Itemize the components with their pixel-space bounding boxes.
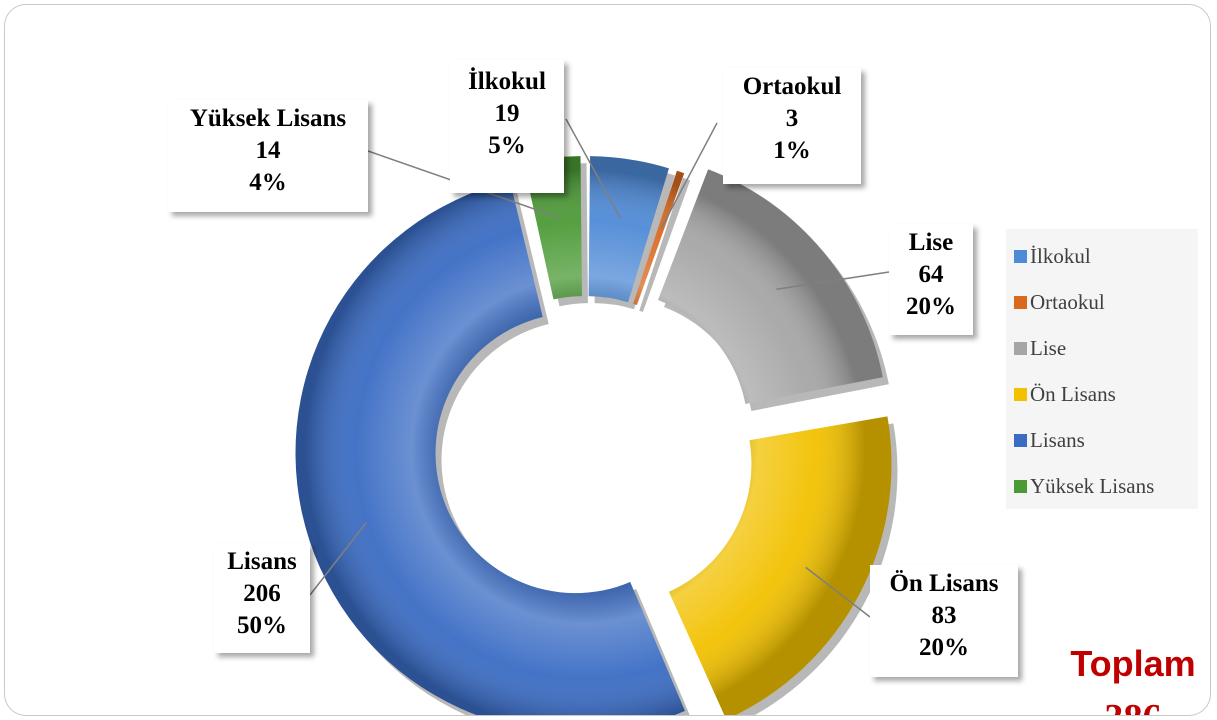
data-label-yuksek-lisans-name: Yüksek Lisans	[189, 105, 347, 132]
slice-shade-on-lisans	[668, 416, 892, 715]
legend-label-ilkokul: İlkokul	[1030, 243, 1091, 268]
slice-shadow-ortaokul	[639, 177, 691, 313]
legend-label-lisans: Lisans	[1030, 427, 1085, 452]
legend-swatch-lise	[1014, 341, 1027, 355]
data-label-lisans-name: Lisans	[227, 548, 297, 575]
leader-line-on-lisans	[805, 566, 871, 618]
data-label-ortaokul-percent: 1%	[773, 137, 811, 164]
leader-line-lisans	[309, 521, 368, 596]
leader-line-ortaokul	[660, 122, 718, 230]
legend-item-yuksek-lisans: Yüksek Lisans	[1014, 463, 1198, 509]
data-label-on-lisans: Ön Lisans 83 20%	[870, 565, 1018, 677]
legend-swatch-ortaokul	[1014, 295, 1027, 309]
data-label-lise: Lise 64 20%	[889, 224, 973, 335]
data-label-ilkokul-percent: 5%	[488, 132, 526, 159]
legend-item-ortaokul: Ortaokul	[1014, 279, 1198, 325]
data-label-lisans-percent: 50%	[237, 612, 287, 639]
data-label-lise-value: 64	[918, 261, 944, 288]
doughnut-chart	[295, 118, 898, 715]
legend-label-on-lisans: Ön Lisans	[1030, 381, 1116, 406]
data-label-on-lisans-percent: 20%	[919, 634, 969, 661]
data-label-lise-percent: 20%	[906, 293, 956, 320]
data-label-ilkokul-value: 19	[494, 100, 520, 127]
legend-swatch-yuksek-lisans	[1014, 479, 1027, 493]
chart-legend: İlkokul Ortaokul Lise Ön Lisans Lisans Y…	[1006, 229, 1198, 509]
data-label-ilkokul-name: İlkokul	[468, 68, 546, 95]
data-label-yuksek-lisans-percent: 4%	[249, 169, 287, 196]
data-label-on-lisans-name: Ön Lisans	[889, 570, 999, 597]
legend-label-yuksek-lisans: Yüksek Lisans	[1030, 473, 1155, 498]
slice-shade-lise	[658, 169, 883, 404]
data-label-on-lisans-value: 83	[931, 602, 957, 629]
slice-lise	[658, 169, 889, 411]
legend-label-ortaokul: Ortaokul	[1030, 289, 1105, 314]
legend-item-lise: Lise	[1014, 325, 1198, 371]
leader-line-lise	[776, 271, 890, 290]
slice-ortaokul	[633, 170, 691, 313]
data-label-ortaokul: Ortaokul 3 1%	[723, 68, 861, 184]
slice-on-lisans	[668, 416, 898, 715]
slice-lisans	[295, 180, 690, 715]
data-label-ortaokul-value: 3	[785, 105, 799, 132]
legend-item-on-lisans: Ön Lisans	[1014, 371, 1198, 417]
data-label-yuksek-lisans-value: 14	[255, 137, 281, 164]
legend-swatch-ilkokul	[1014, 249, 1027, 263]
chart-frame: İlkokul 19 5% Ortaokul 3 1% Yüksek Lisan…	[4, 4, 1211, 716]
slice-shade-lisans	[295, 180, 685, 715]
legend-item-ilkokul: İlkokul	[1014, 233, 1198, 279]
leader-line-ilkokul	[565, 118, 622, 220]
total-value: 386	[1073, 698, 1193, 715]
slice-shade-ilkokul	[588, 156, 669, 303]
data-label-lisans-value: 206	[243, 580, 281, 607]
legend-label-lise: Lise	[1030, 335, 1067, 360]
data-label-ortaokul-name: Ortaokul	[742, 73, 842, 100]
legend-item-lisans: Lisans	[1014, 417, 1198, 463]
slice-ilkokul	[588, 156, 675, 310]
data-label-ilkokul: İlkokul 19 5%	[450, 60, 564, 193]
legend-swatch-on-lisans	[1014, 387, 1027, 401]
data-label-lisans: Lisans 206 50%	[214, 543, 310, 653]
total-label: Toplam	[1070, 643, 1196, 684]
slice-shade-ortaokul	[633, 170, 685, 306]
data-label-lise-name: Lise	[908, 229, 954, 256]
legend-swatch-lisans	[1014, 433, 1027, 447]
data-label-yuksek-lisans: Yüksek Lisans 14 4%	[168, 100, 368, 212]
